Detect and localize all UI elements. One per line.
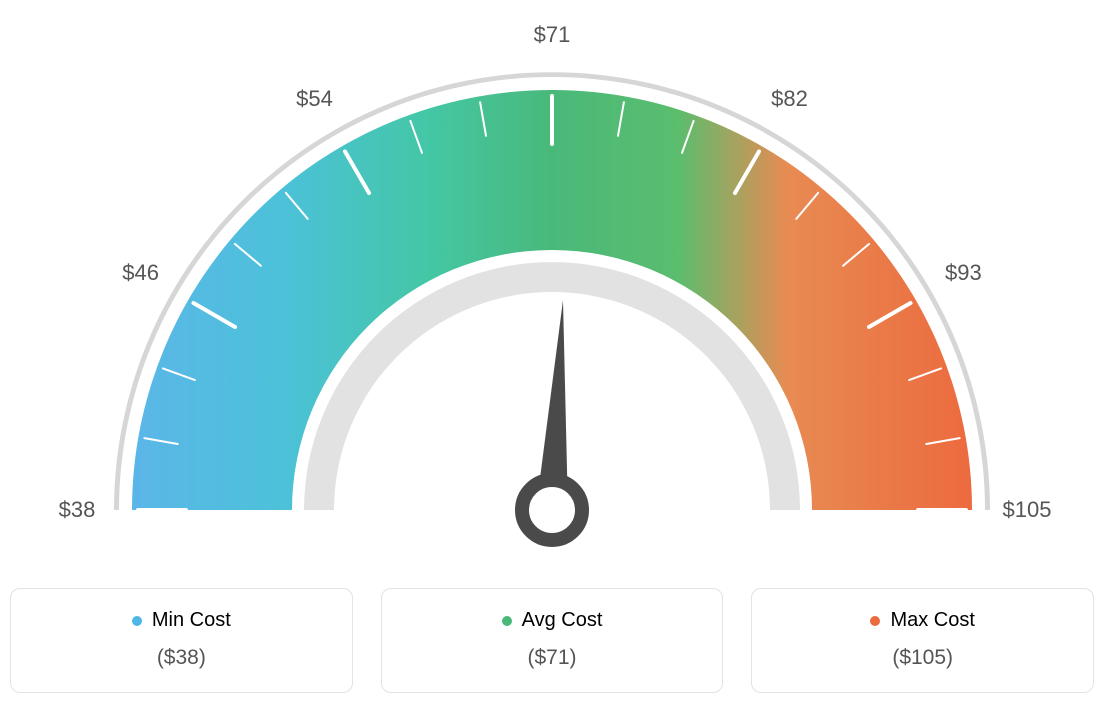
legend-label-min: Min Cost — [152, 609, 231, 632]
legend-card-min: Min Cost ($38) — [10, 588, 353, 693]
gauge-tick-label: $54 — [296, 86, 333, 112]
legend-title-max: Max Cost — [870, 609, 974, 632]
legend-value-avg: ($71) — [392, 646, 713, 670]
legend-value-min: ($38) — [21, 646, 342, 670]
legend-dot-min — [132, 616, 142, 626]
legend-dot-max — [870, 616, 880, 626]
legend-row: Min Cost ($38) Avg Cost ($71) Max Cost (… — [10, 588, 1094, 693]
gauge-tick-label: $71 — [534, 22, 571, 48]
legend-label-avg: Avg Cost — [522, 609, 603, 632]
cost-gauge-widget: $38 $46 $54 $71 $82 $93 $105 Min Cost ($38) Av… — [10, 10, 1094, 693]
legend-label-max: Max Cost — [890, 609, 974, 632]
legend-card-max: Max Cost ($105) — [751, 588, 1094, 693]
legend-title-avg: Avg Cost — [502, 609, 603, 632]
gauge-tick-label: $38 — [59, 497, 96, 523]
legend-dot-avg — [502, 616, 512, 626]
gauge-tick-label: $105 — [1003, 497, 1052, 523]
legend-value-max: ($105) — [762, 646, 1083, 670]
gauge-svg — [10, 10, 1094, 570]
gauge-tick-label: $82 — [771, 86, 808, 112]
legend-title-min: Min Cost — [132, 609, 231, 632]
legend-card-avg: Avg Cost ($71) — [381, 588, 724, 693]
gauge-tick-label: $46 — [122, 260, 159, 286]
gauge-tick-label: $93 — [945, 260, 982, 286]
gauge-area: $38 $46 $54 $71 $82 $93 $105 — [10, 10, 1094, 570]
